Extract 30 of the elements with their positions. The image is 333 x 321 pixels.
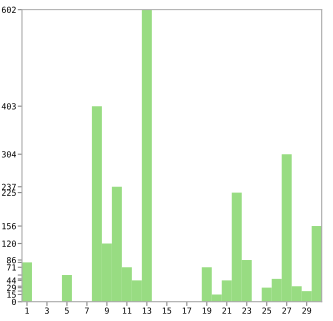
x-tick-label: 15 (162, 308, 172, 314)
y-tick-label: 120 (2, 240, 16, 247)
x-tick-label: 3 (45, 307, 49, 314)
y-tick-label: 602 (2, 6, 16, 13)
y-tick-label: 237 (2, 184, 16, 190)
y-tick-label: 156 (2, 223, 16, 230)
x-tick-label: 11 (122, 308, 132, 314)
x-tick-label: 1 (25, 308, 29, 314)
y-tick-label: 29 (7, 284, 16, 291)
y-tick-label: 86 (6, 257, 16, 264)
x-tick-label: 27 (282, 307, 292, 314)
x-tick-label: 5 (65, 308, 69, 314)
x-tick-label: 7 (84, 308, 89, 314)
y-tick-label: 71 (6, 264, 16, 270)
x-tick-label: 29 (302, 307, 312, 314)
x-tick-label: 19 (202, 307, 212, 314)
bar (22, 262, 32, 302)
x-tick-label: 9 (104, 307, 109, 314)
y-tick-label: 304 (2, 151, 16, 158)
y-tick-label: 225 (2, 190, 16, 196)
x-tick-label: 17 (182, 308, 192, 314)
bar (62, 275, 72, 302)
y-tick-label: 44 (6, 278, 16, 284)
y-tick-label: 15 (7, 292, 16, 298)
y-tick-label: 403 (2, 103, 16, 110)
x-tick-label: 13 (142, 307, 152, 314)
x-tick-label: 23 (242, 307, 252, 314)
y-tick-label: 0 (12, 298, 16, 306)
x-tick-label: 25 (262, 307, 272, 314)
x-tick-label: 21 (222, 307, 232, 314)
